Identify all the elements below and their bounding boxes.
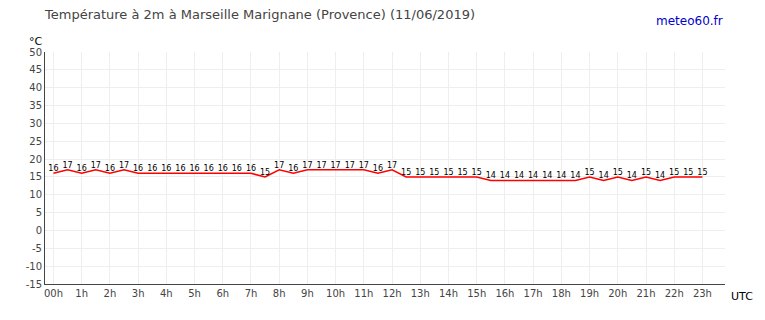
svg-text:14h: 14h: [439, 288, 458, 299]
svg-text:14: 14: [542, 171, 552, 180]
svg-text:15: 15: [29, 171, 42, 182]
svg-text:4h: 4h: [160, 288, 173, 299]
svg-text:2h: 2h: [104, 288, 117, 299]
svg-text:19h: 19h: [580, 288, 599, 299]
svg-text:22h: 22h: [665, 288, 684, 299]
svg-text:20h: 20h: [608, 288, 627, 299]
svg-text:Température à 2m à Marseille M: Température à 2m à Marseille Marignane (…: [44, 7, 475, 22]
svg-text:16: 16: [189, 164, 199, 173]
svg-text:14: 14: [486, 171, 496, 180]
svg-text:21h: 21h: [636, 288, 655, 299]
svg-text:14: 14: [570, 171, 580, 180]
svg-text:16: 16: [373, 164, 383, 173]
svg-text:14: 14: [528, 171, 538, 180]
svg-text:25: 25: [29, 136, 42, 147]
svg-text:30: 30: [29, 118, 42, 129]
svg-text:20: 20: [29, 154, 42, 165]
svg-text:14: 14: [627, 171, 637, 180]
svg-text:13h: 13h: [411, 288, 430, 299]
svg-text:16: 16: [232, 164, 242, 173]
svg-text:17: 17: [331, 161, 341, 170]
svg-text:16: 16: [48, 164, 58, 173]
svg-text:15: 15: [457, 168, 467, 177]
svg-text:16: 16: [175, 164, 185, 173]
svg-text:16: 16: [161, 164, 171, 173]
svg-text:00h: 00h: [44, 288, 63, 299]
svg-text:16: 16: [288, 164, 298, 173]
svg-text:16: 16: [246, 164, 256, 173]
svg-text:15: 15: [472, 168, 482, 177]
svg-text:1h: 1h: [75, 288, 88, 299]
svg-text:16: 16: [133, 164, 143, 173]
svg-text:14: 14: [655, 171, 665, 180]
svg-text:-5: -5: [32, 243, 42, 254]
svg-text:23h: 23h: [693, 288, 712, 299]
svg-text:17: 17: [274, 161, 284, 170]
svg-text:meteo60.fr: meteo60.fr: [656, 14, 723, 28]
svg-text:16: 16: [218, 164, 228, 173]
svg-text:10h: 10h: [326, 288, 345, 299]
svg-text:17: 17: [302, 161, 312, 170]
svg-text:6h: 6h: [216, 288, 229, 299]
svg-text:5h: 5h: [188, 288, 201, 299]
svg-text:-15: -15: [26, 279, 42, 290]
svg-text:7h: 7h: [245, 288, 258, 299]
svg-text:8h: 8h: [273, 288, 286, 299]
svg-text:17: 17: [359, 161, 369, 170]
svg-text:0: 0: [36, 225, 42, 236]
svg-text:15: 15: [260, 168, 270, 177]
svg-text:14: 14: [514, 171, 524, 180]
svg-text:-10: -10: [26, 261, 42, 272]
svg-text:15: 15: [429, 168, 439, 177]
svg-text:15: 15: [641, 168, 651, 177]
svg-text:15: 15: [683, 168, 693, 177]
svg-text:9h: 9h: [301, 288, 314, 299]
svg-text:18h: 18h: [552, 288, 571, 299]
svg-text:17: 17: [316, 161, 326, 170]
svg-text:17: 17: [387, 161, 397, 170]
svg-text:12h: 12h: [383, 288, 402, 299]
svg-text:3h: 3h: [132, 288, 145, 299]
svg-text:17h: 17h: [524, 288, 543, 299]
svg-text:16: 16: [105, 164, 115, 173]
svg-text:17: 17: [119, 161, 129, 170]
svg-text:15: 15: [443, 168, 453, 177]
svg-text:UTC: UTC: [731, 290, 753, 303]
svg-text:10: 10: [29, 189, 42, 200]
svg-text:17: 17: [345, 161, 355, 170]
svg-text:45: 45: [29, 64, 42, 75]
svg-text:16: 16: [204, 164, 214, 173]
svg-text:5: 5: [36, 207, 42, 218]
svg-text:14: 14: [599, 171, 609, 180]
svg-text:35: 35: [29, 100, 42, 111]
svg-text:°C: °C: [29, 35, 43, 48]
svg-text:15: 15: [401, 168, 411, 177]
svg-text:17: 17: [91, 161, 101, 170]
svg-text:17: 17: [62, 161, 72, 170]
svg-text:15h: 15h: [467, 288, 486, 299]
svg-text:15: 15: [697, 168, 707, 177]
svg-text:50: 50: [29, 47, 42, 58]
svg-text:15: 15: [613, 168, 623, 177]
svg-text:16h: 16h: [495, 288, 514, 299]
svg-text:14: 14: [500, 171, 510, 180]
svg-text:11h: 11h: [354, 288, 373, 299]
svg-text:16: 16: [147, 164, 157, 173]
svg-text:40: 40: [29, 82, 42, 93]
svg-text:14: 14: [556, 171, 566, 180]
svg-text:16: 16: [77, 164, 87, 173]
svg-text:15: 15: [584, 168, 594, 177]
svg-text:15: 15: [415, 168, 425, 177]
svg-text:15: 15: [669, 168, 679, 177]
